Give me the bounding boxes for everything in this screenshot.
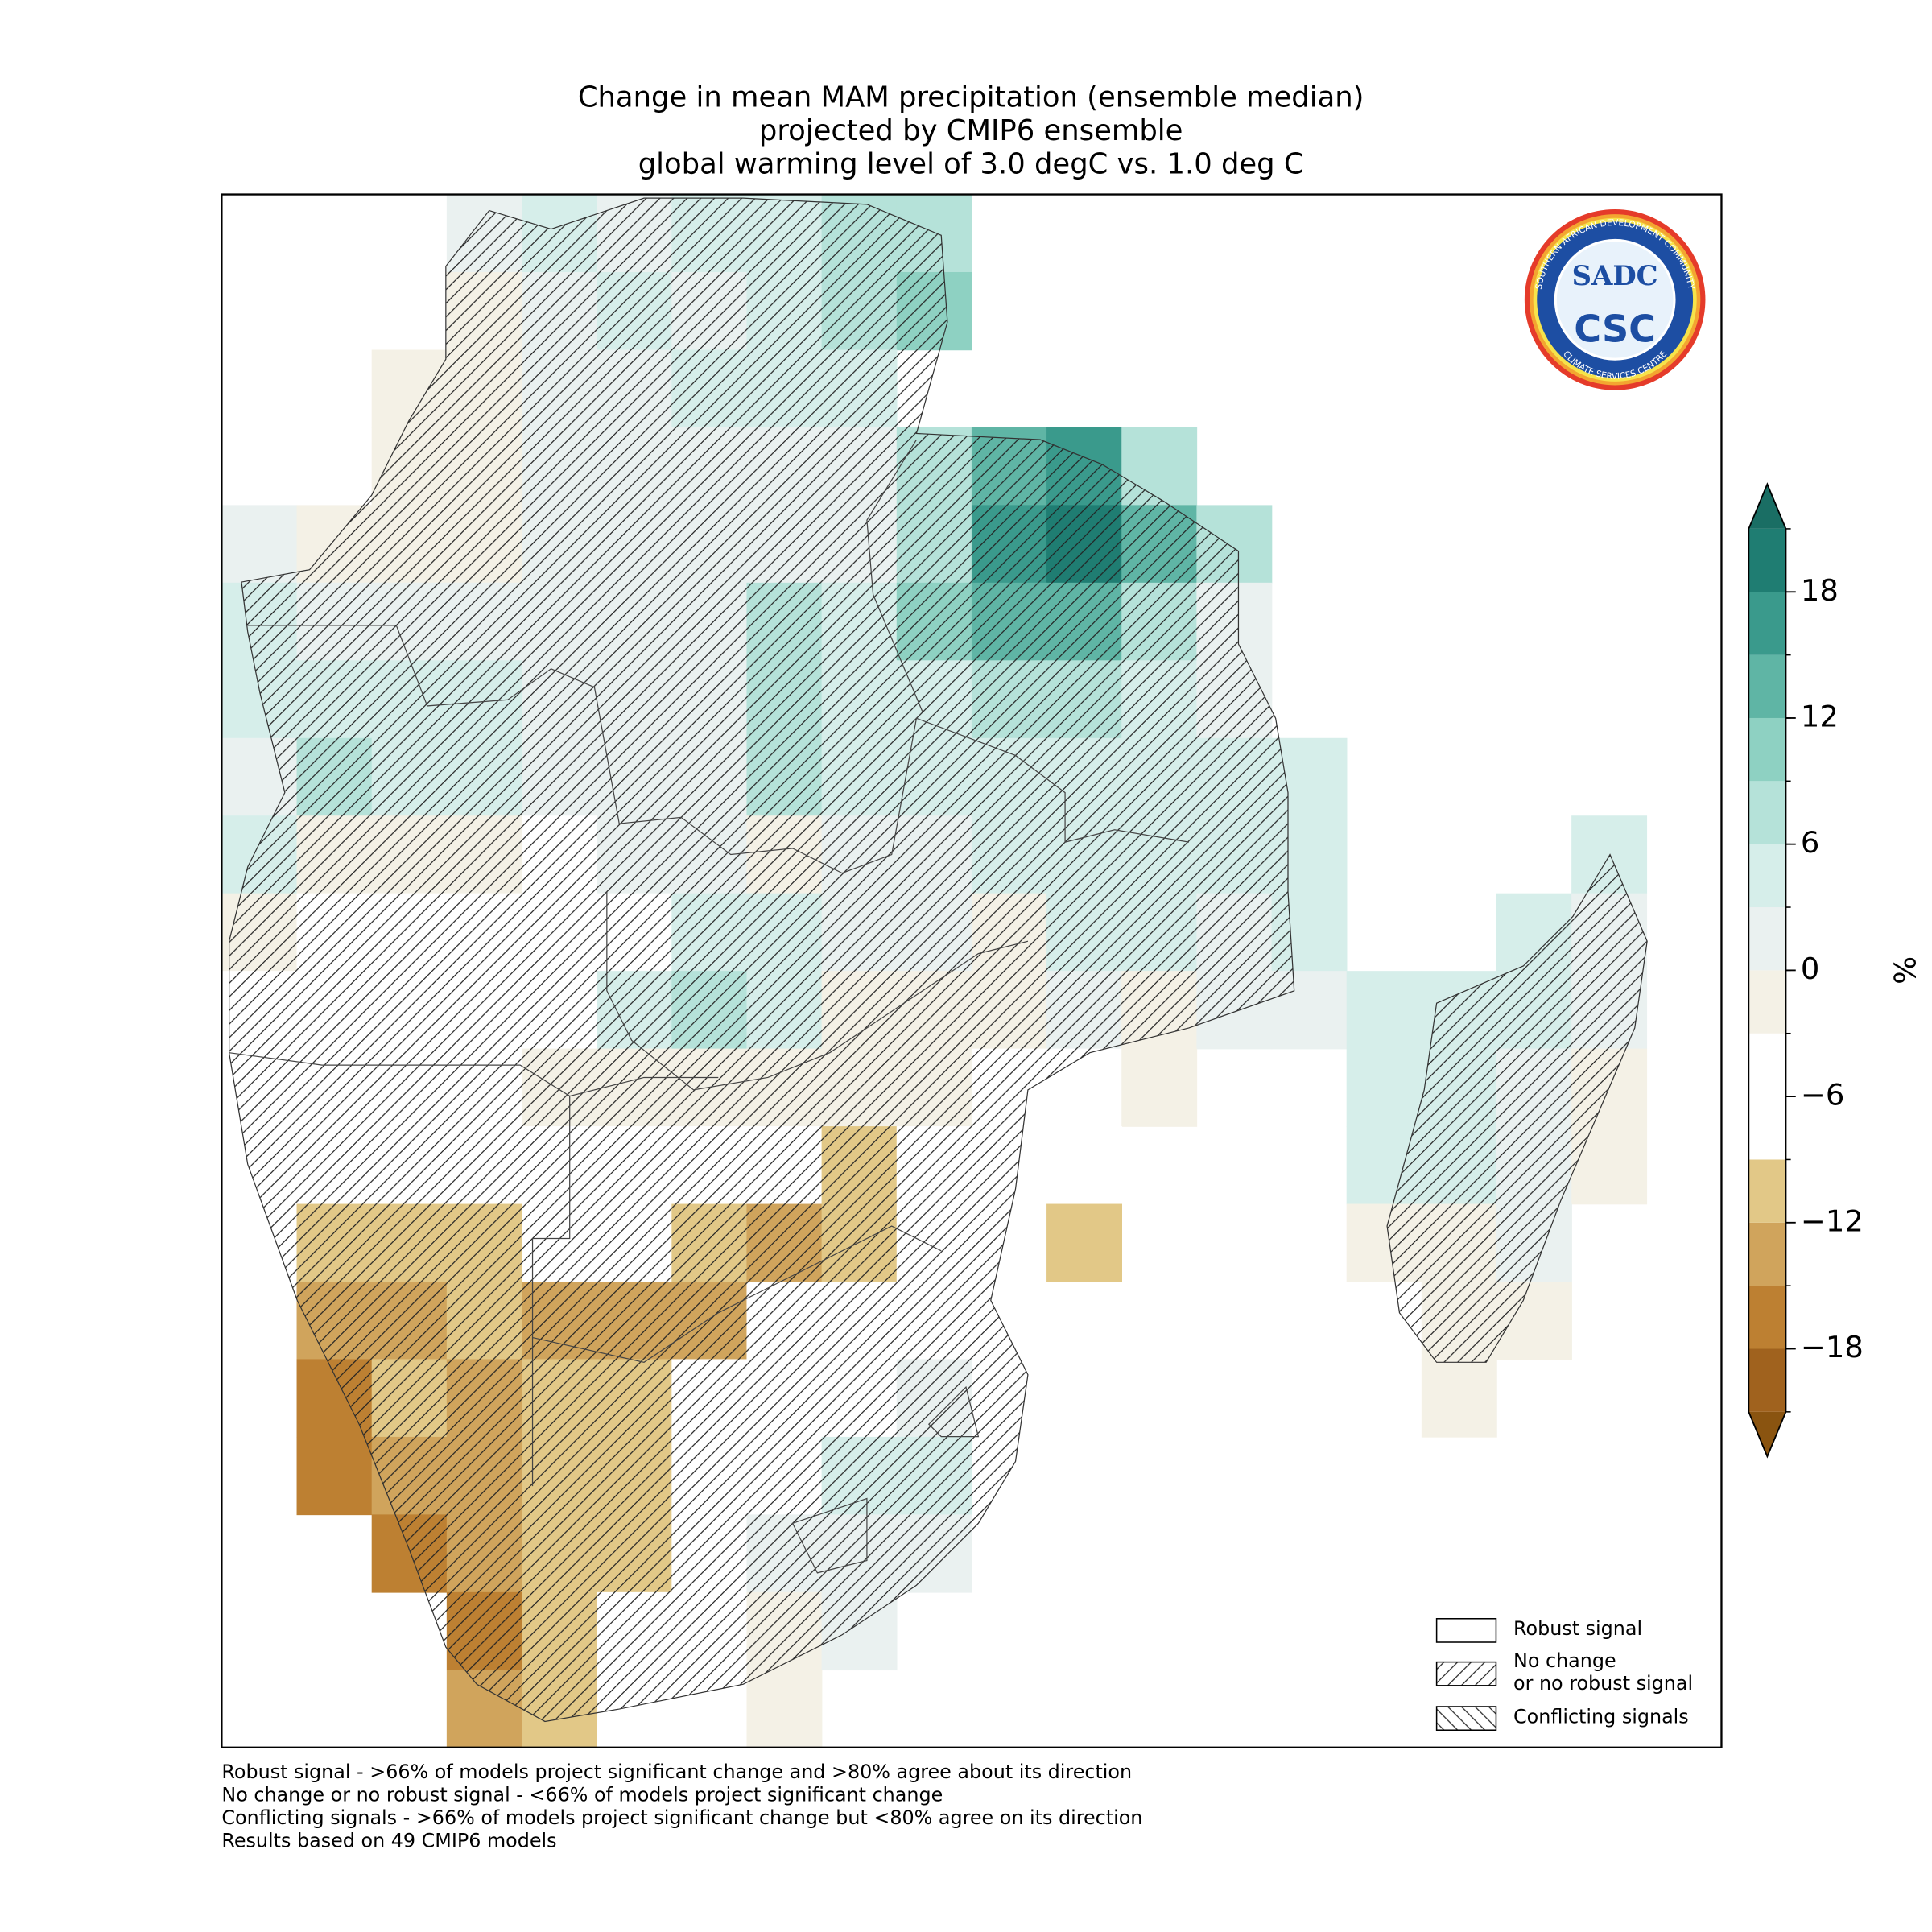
legend-swatch bbox=[1435, 1618, 1497, 1643]
grid-cell bbox=[1046, 1203, 1122, 1282]
colorbar-bin bbox=[1748, 1222, 1786, 1286]
grid-cell bbox=[1046, 1126, 1122, 1205]
colorbar: −18 −12 −6 0 6 12 18% bbox=[1748, 482, 1923, 1459]
map-frame bbox=[221, 193, 1723, 1748]
colorbar-bin bbox=[1748, 907, 1786, 971]
colorbar-outline bbox=[1748, 482, 1787, 1459]
footnote: Robust signal - >66% of models project s… bbox=[221, 1761, 1132, 1783]
madagascar-hatch bbox=[1386, 853, 1648, 1363]
colorbar-tick-label: 12 bbox=[1801, 699, 1839, 733]
legend-swatch bbox=[1435, 1706, 1497, 1731]
colorbar-bin bbox=[1748, 654, 1786, 718]
legend-swatch bbox=[1435, 1661, 1497, 1686]
title-block: Change in mean MAM precipitation (ensemb… bbox=[578, 80, 1364, 180]
chart-title: projected by CMIP6 ensemble bbox=[759, 114, 1183, 147]
colorbar-bin bbox=[1748, 970, 1786, 1034]
logo-mark: SADC bbox=[1572, 259, 1658, 291]
colorbar-bin bbox=[1748, 844, 1786, 908]
grid-cell bbox=[746, 1670, 823, 1748]
chart-title: global warming level of 3.0 degC vs. 1.0… bbox=[638, 147, 1304, 180]
chart-title: Change in mean MAM precipitation (ensemb… bbox=[578, 80, 1364, 114]
colorbar-label: % bbox=[1889, 956, 1923, 985]
colorbar-bin bbox=[1748, 528, 1786, 592]
colorbar-tick-label: 0 bbox=[1801, 952, 1819, 986]
colorbar-bin bbox=[1748, 1348, 1786, 1412]
footnote: No change or no robust signal - <66% of … bbox=[221, 1784, 943, 1806]
borders bbox=[229, 439, 1190, 1574]
colorbar-tick-label: −12 bbox=[1801, 1203, 1864, 1238]
colorbar-bin bbox=[1748, 592, 1786, 655]
logo: SOUTHERN AFRICAN DEVELOPMENT COMMUNITY C… bbox=[1524, 209, 1706, 390]
grid-cell bbox=[1346, 971, 1422, 1050]
logo-center bbox=[1554, 238, 1676, 361]
grid-cell bbox=[221, 505, 298, 584]
colorbar-tick-label: −6 bbox=[1801, 1078, 1844, 1113]
colorbar-bin bbox=[1748, 717, 1786, 782]
colorbar-over bbox=[1748, 484, 1786, 529]
grid-cell bbox=[1421, 1359, 1497, 1438]
colorbar-under bbox=[1748, 1411, 1786, 1457]
legend-label: Robust signal bbox=[1513, 1617, 1642, 1640]
legend-label: Conflicting signals bbox=[1513, 1705, 1689, 1728]
colorbar-tick-label: −18 bbox=[1801, 1330, 1864, 1364]
grid-cell bbox=[1346, 1048, 1422, 1127]
grid-cell bbox=[1121, 1048, 1198, 1127]
footnote: Conflicting signals - >66% of models pro… bbox=[221, 1806, 1142, 1829]
colorbar-bin bbox=[1748, 1033, 1786, 1097]
logo-text: CSC bbox=[1574, 308, 1656, 351]
colorbar-bin bbox=[1748, 1286, 1786, 1349]
colorbar-bin bbox=[1748, 781, 1786, 844]
colorbar-tick-label: 18 bbox=[1801, 573, 1839, 608]
grid-cell bbox=[296, 1436, 373, 1516]
notes: Robust signal - >66% of models project s… bbox=[221, 1761, 1142, 1852]
colorbar-bin bbox=[1748, 1159, 1786, 1223]
mainland-hatch bbox=[229, 197, 1295, 1723]
footnote: Results based on 49 CMIP6 models bbox=[221, 1830, 556, 1852]
legend-label: or no robust signal bbox=[1513, 1672, 1693, 1695]
legend-label: No change bbox=[1513, 1649, 1616, 1672]
colorbar-tick-label: 6 bbox=[1801, 825, 1819, 860]
colorbar-bin bbox=[1748, 1096, 1786, 1160]
hatching bbox=[229, 197, 1648, 1723]
